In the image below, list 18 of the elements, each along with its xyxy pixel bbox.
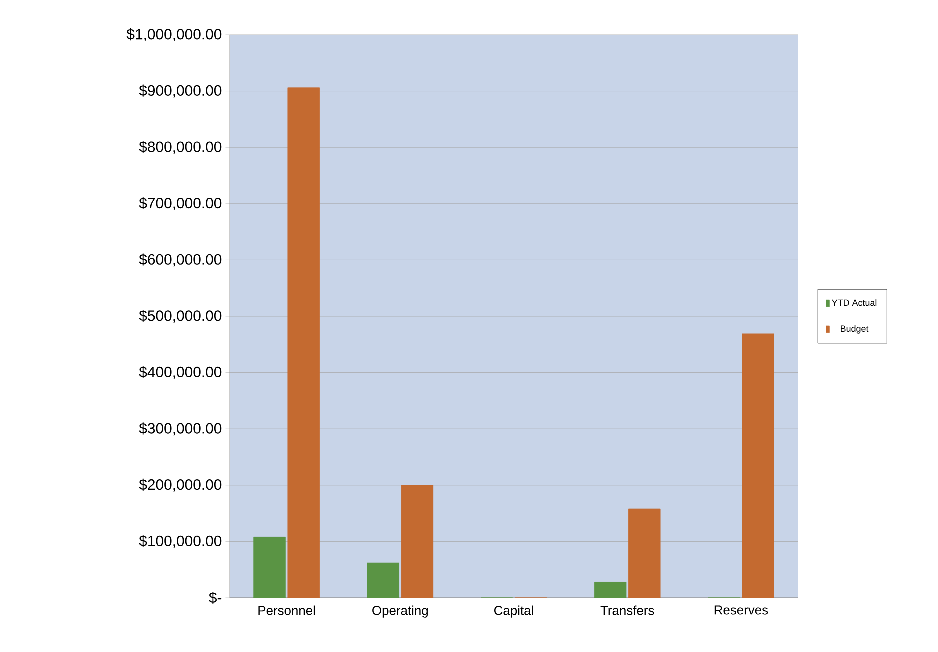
x-tick-label: Reserves xyxy=(714,606,768,615)
y-tick-label: $- xyxy=(209,592,222,604)
legend-label: YTD Actual xyxy=(832,300,877,306)
x-tick-label: Transfers xyxy=(600,606,654,616)
x-tick-label: Operating xyxy=(372,606,428,618)
y-tick-label: $1,000,000.00 xyxy=(126,28,222,42)
y-tick-label: $500,000.00 xyxy=(139,310,222,323)
y-tick-label: $800,000.00 xyxy=(139,141,222,154)
y-tick-label: $100,000.00 xyxy=(139,535,222,548)
y-tick-label: $400,000.00 xyxy=(139,366,222,380)
legend-label: Budget xyxy=(841,325,869,334)
y-tick-label: $300,000.00 xyxy=(139,422,222,436)
y-tick-label: $600,000.00 xyxy=(139,254,222,267)
x-tick-label: Capital xyxy=(494,606,534,618)
y-tick-label: $200,000.00 xyxy=(139,478,222,492)
x-tick-label: Personnel xyxy=(258,606,316,616)
y-tick-label: $700,000.00 xyxy=(139,197,222,210)
y-tick-label: $900,000.00 xyxy=(139,84,222,98)
